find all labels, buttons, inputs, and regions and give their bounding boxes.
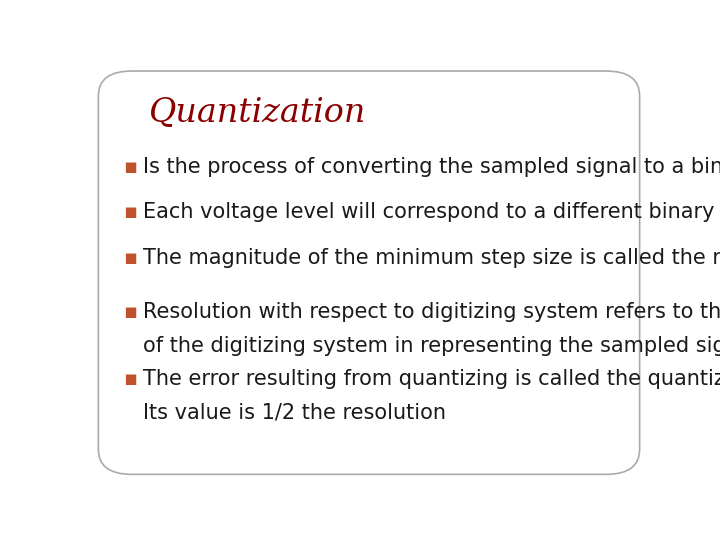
Text: Its value is 1/2 the resolution: Its value is 1/2 the resolution (143, 403, 446, 423)
Text: of the digitizing system in representing the sampled signal.: of the digitizing system in representing… (143, 336, 720, 356)
Text: Each voltage level will correspond to a different binary number: Each voltage level will correspond to a … (143, 202, 720, 222)
Text: Resolution with respect to digitizing system refers to the accuracy: Resolution with respect to digitizing sy… (143, 302, 720, 322)
Text: ▪: ▪ (123, 248, 138, 268)
Text: The error resulting from quantizing is called the quantization noise.: The error resulting from quantizing is c… (143, 369, 720, 389)
Text: ▪: ▪ (123, 157, 138, 177)
Text: Quantization: Quantization (148, 97, 366, 129)
FancyBboxPatch shape (99, 71, 639, 474)
Text: ▪: ▪ (123, 302, 138, 322)
Text: ▪: ▪ (123, 369, 138, 389)
Text: ▪: ▪ (123, 202, 138, 222)
Text: The magnitude of the minimum step size is called the resolution.: The magnitude of the minimum step size i… (143, 248, 720, 268)
Text: Is the process of converting the sampled signal to a binary value: Is the process of converting the sampled… (143, 157, 720, 177)
